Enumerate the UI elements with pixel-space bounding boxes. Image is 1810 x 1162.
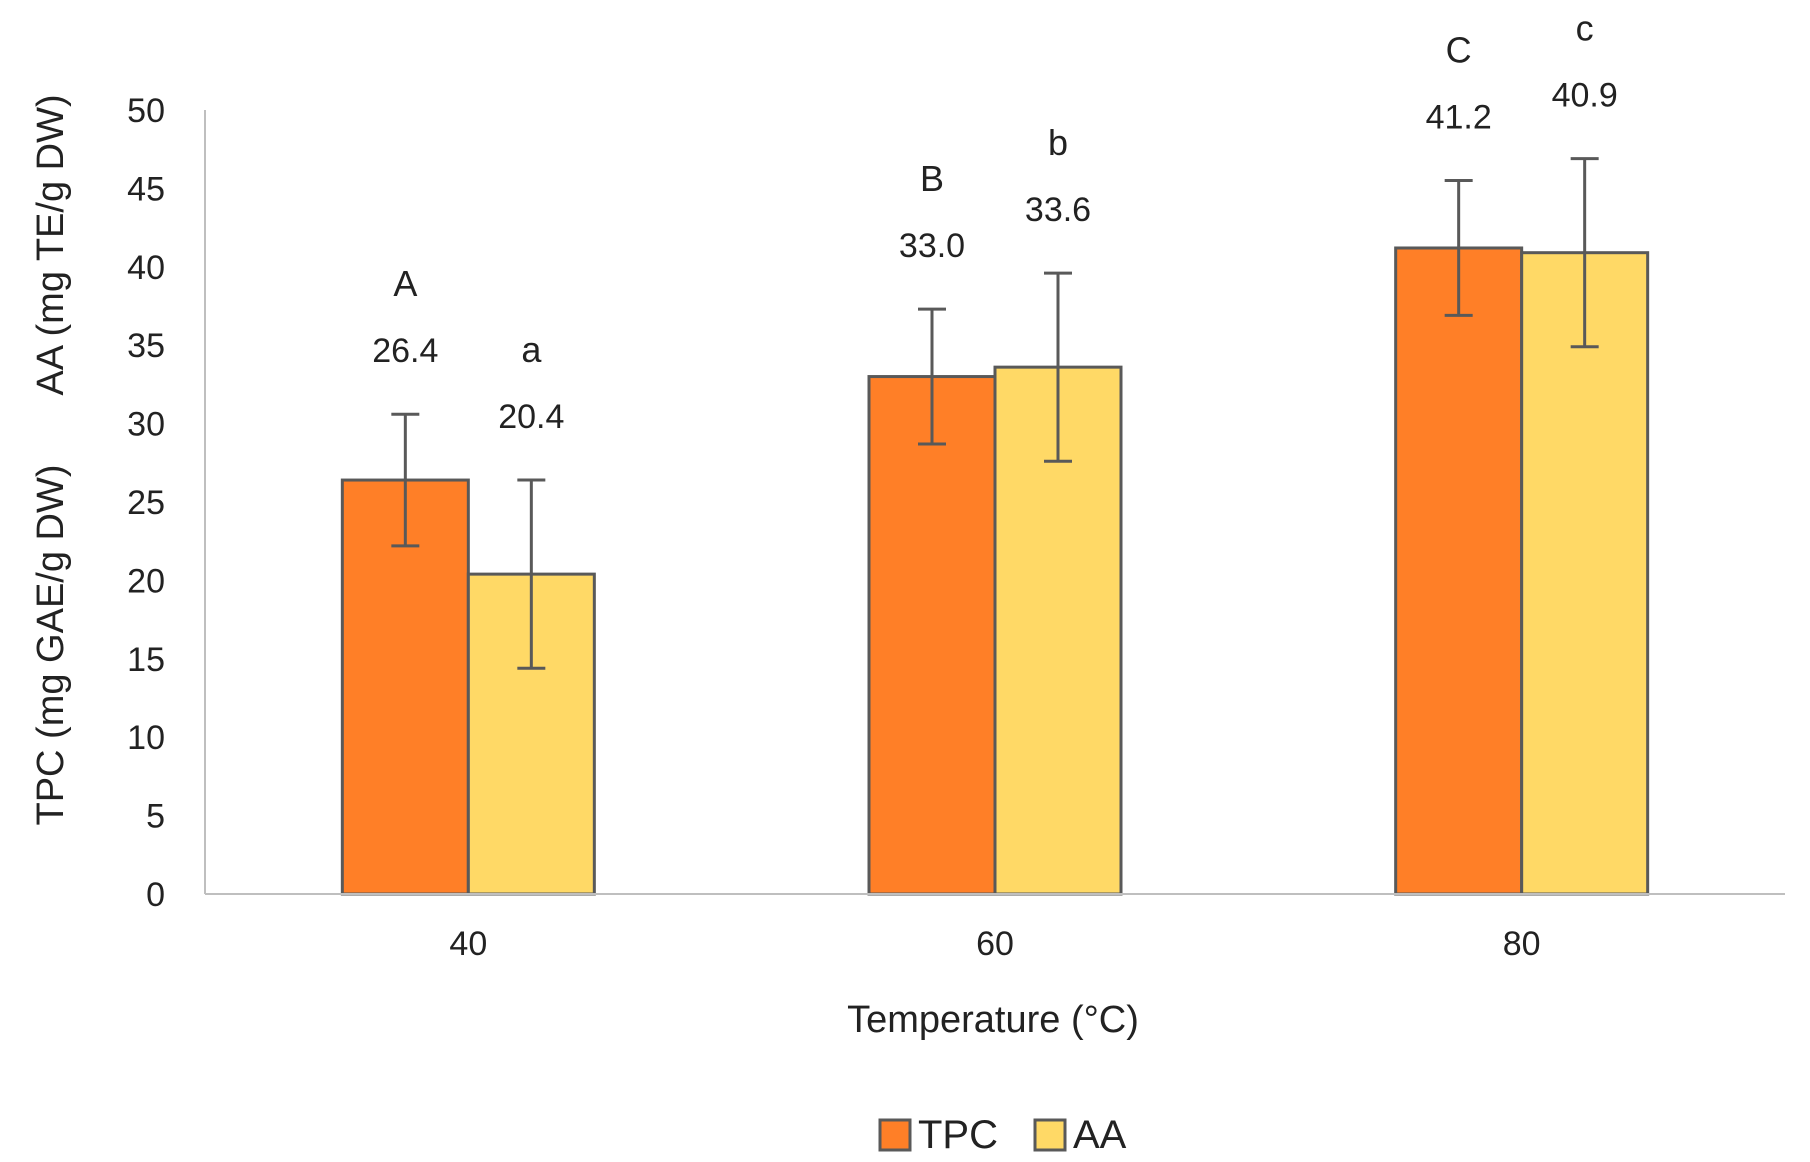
data-label: 20.4 <box>498 398 564 436</box>
bar-tpc-60 <box>867 375 997 896</box>
bars <box>340 246 1650 896</box>
significance-label: c <box>1576 8 1594 49</box>
x-tick-label: 80 <box>1503 925 1541 963</box>
y-tick-label: 15 <box>127 641 165 679</box>
data-label: 33.6 <box>1025 191 1091 229</box>
data-label: 26.4 <box>372 332 438 370</box>
y-tick-label: 25 <box>127 484 165 522</box>
legend: TPC AA <box>878 1113 1127 1157</box>
y-tick-label: 5 <box>146 798 165 836</box>
bar-aa-80 <box>1520 251 1650 896</box>
significance-label: C <box>1446 30 1472 71</box>
bar-tpc-40 <box>340 478 470 896</box>
y-axis-ticks: 0 5 10 15 20 25 30 35 40 45 50 <box>127 92 165 914</box>
legend-label-aa: AA <box>1073 1113 1127 1157</box>
legend-swatch-tpc <box>878 1118 912 1152</box>
data-label: 41.2 <box>1426 99 1492 137</box>
x-tick-label: 60 <box>976 925 1014 963</box>
x-axis-ticks: 40 60 80 <box>449 925 1540 963</box>
y-axis-label: TPC (mg GAE/g DW) AA (mg TE/g DW) <box>30 94 72 825</box>
y-axis-label-line1: TPC (mg GAE/g DW) <box>30 464 72 825</box>
significance-label: a <box>521 329 542 370</box>
y-tick-label: 45 <box>127 170 165 208</box>
bar-tpc-80 <box>1394 246 1524 896</box>
x-tick-label: 40 <box>449 925 487 963</box>
data-label: 40.9 <box>1552 77 1618 115</box>
legend-label-tpc: TPC <box>918 1113 998 1157</box>
y-tick-label: 10 <box>127 719 165 757</box>
x-axis-label: Temperature (°C) <box>847 999 1139 1041</box>
y-tick-label: 35 <box>127 327 165 365</box>
y-tick-label: 30 <box>127 406 165 444</box>
value-labels: 26.4 A 20.4 a 33.0 B 33.6 b 41.2 C 40.9 c <box>372 8 1618 436</box>
y-axis-label-line2: AA (mg TE/g DW) <box>30 94 72 395</box>
significance-label: b <box>1048 122 1068 163</box>
error-bars <box>391 157 1599 670</box>
significance-label: A <box>393 263 417 304</box>
legend-swatch-aa <box>1033 1118 1067 1152</box>
y-tick-label: 0 <box>146 876 165 914</box>
y-tick-label: 40 <box>127 249 165 287</box>
data-label: 33.0 <box>899 227 965 265</box>
significance-label: B <box>920 158 944 199</box>
y-tick-label: 50 <box>127 92 165 130</box>
y-tick-label: 20 <box>127 562 165 600</box>
